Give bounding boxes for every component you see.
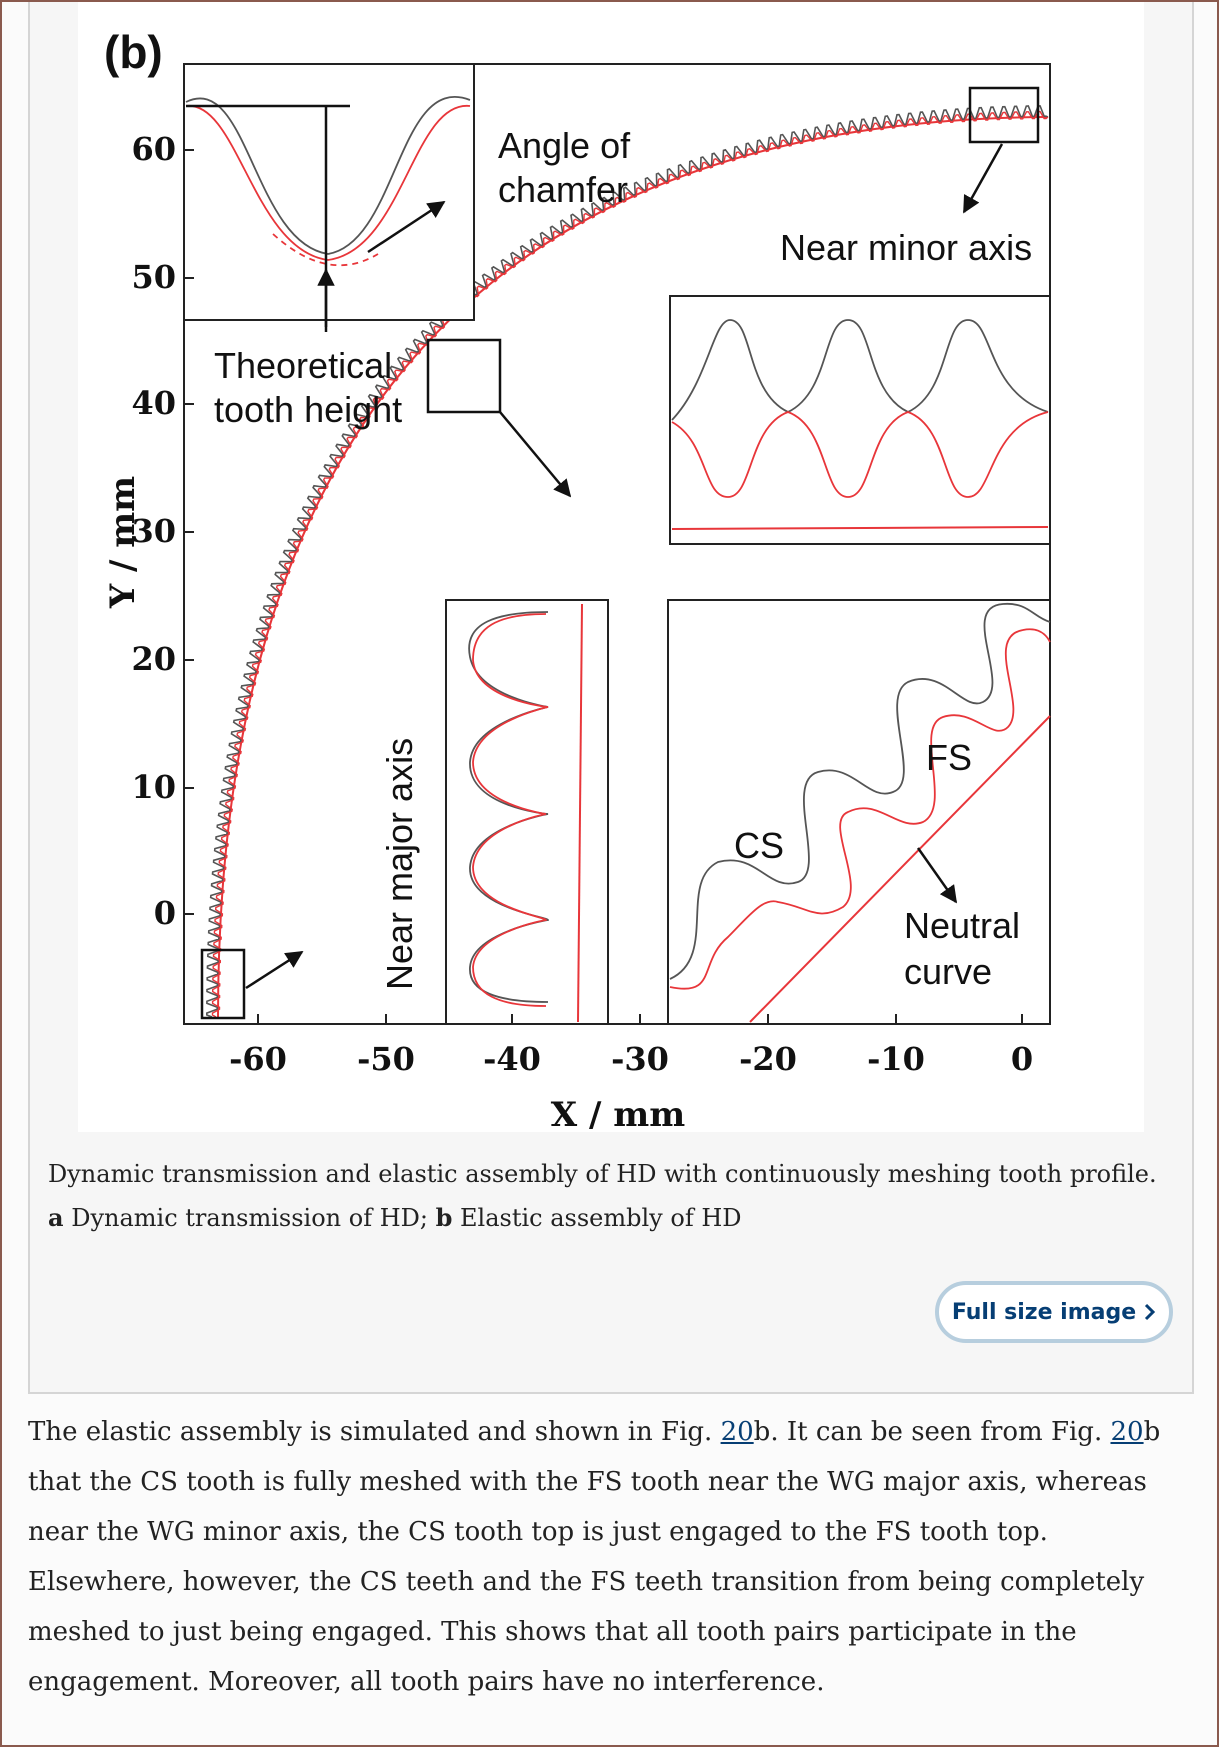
x-tick-label: -60 — [229, 1040, 287, 1078]
article-paragraph: The elastic assembly is simulated and sh… — [28, 1417, 1161, 1697]
arrow-minor — [962, 143, 1004, 214]
figure-link[interactable]: 20 — [1110, 1417, 1144, 1447]
inset-tooth-height — [183, 63, 475, 332]
x-tick-label: -30 — [611, 1040, 669, 1078]
annotation-theoretical-tooth-height: Theoretical — [214, 345, 392, 386]
annotation-cs: CS — [734, 825, 784, 866]
zoom-box-minor — [968, 86, 1040, 144]
full-size-image-button[interactable]: Full size image — [935, 1281, 1173, 1343]
y-tick-label: 50 — [131, 258, 176, 296]
annotation-fs: FS — [926, 737, 972, 778]
y-tick-label: 20 — [131, 640, 176, 678]
x-tick-label: 0 — [1011, 1040, 1033, 1078]
annotation-near-major-axis: Near major axis — [379, 738, 420, 990]
annotation-theoretical-tooth-height: tooth height — [214, 389, 402, 430]
y-tick-label: 10 — [131, 768, 176, 806]
y-axis-ticks: 60 50 40 30 20 10 0 — [131, 130, 194, 932]
y-tick-label: 0 — [154, 894, 176, 932]
x-tick-label: -50 — [357, 1040, 415, 1078]
x-tick-label: -20 — [739, 1040, 797, 1078]
inset-cs-fs — [667, 599, 1051, 1025]
figure-link[interactable]: 20 — [720, 1417, 754, 1447]
annotation-near-minor-axis: Near minor axis — [780, 227, 1032, 268]
zoom-box-major — [200, 948, 246, 1020]
arrow-major — [245, 950, 304, 990]
panel-label: (b) — [104, 26, 163, 78]
annotation-angle-of-chamfer: chamfer — [498, 169, 628, 210]
chevron-right-icon — [1145, 1303, 1156, 1321]
inset-near-major-axis — [445, 599, 609, 1025]
y-tick-label: 30 — [131, 512, 176, 550]
inset-near-minor-axis — [669, 295, 1051, 545]
x-tick-label: -10 — [867, 1040, 925, 1078]
figure-image: (b) — [78, 2, 1144, 1132]
x-axis-ticks: -60 -50 -40 -30 -20 -10 0 — [229, 1014, 1033, 1078]
x-tick-label: -40 — [483, 1040, 541, 1078]
assembly-arc — [206, 105, 1049, 1018]
figure-container: (b) — [28, 2, 1194, 1394]
arrow-middle — [499, 411, 572, 498]
zoom-box-middle — [426, 338, 502, 414]
full-size-image-label: Full size image — [951, 1299, 1137, 1325]
annotation-angle-of-chamfer: Angle of — [498, 125, 631, 166]
annotation-neutral-curve: curve — [904, 951, 992, 992]
y-tick-label: 60 — [131, 130, 176, 168]
y-axis-label: Y / mm — [103, 476, 143, 609]
annotation-neutral-curve: Neutral — [904, 905, 1020, 946]
figure-caption: Dynamic transmission and elastic assembl… — [48, 1160, 1157, 1232]
y-tick-label: 40 — [131, 384, 176, 422]
x-axis-label: X / mm — [551, 1095, 685, 1132]
